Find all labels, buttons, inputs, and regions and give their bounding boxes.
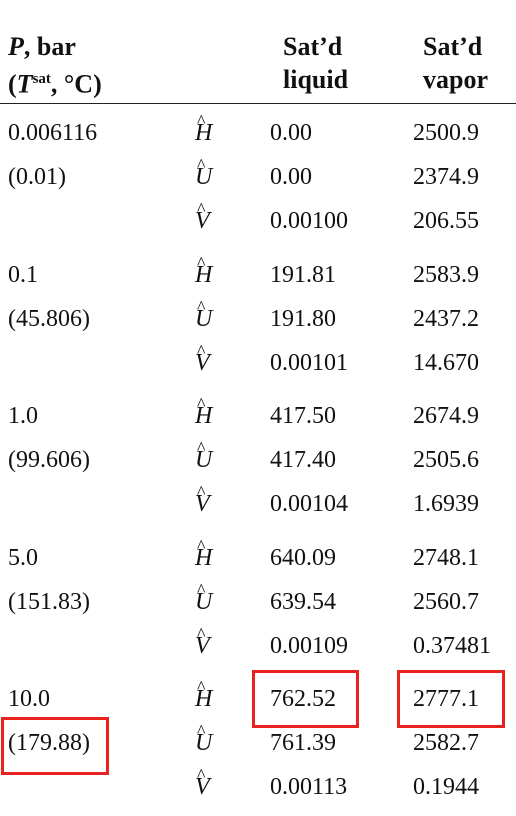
liquid-value: 417.40: [270, 447, 336, 473]
liquid-value: 762.52: [270, 686, 336, 712]
liquid-value: 639.54: [270, 588, 336, 615]
hat-accent: ^: [197, 535, 206, 556]
symbol-letter: H: [195, 120, 213, 146]
liquid-value: 0.00104: [270, 491, 348, 517]
symbol-letter: V: [195, 632, 210, 659]
header-sat-vapor: Sat’d vapor: [423, 32, 488, 94]
vapor-value: 2583.9: [413, 261, 479, 288]
vapor-value: 2560.7: [413, 588, 479, 615]
symbol-letter: H: [195, 261, 213, 288]
symbol-letter: H: [195, 403, 213, 429]
property-symbol-v: ^ V: [195, 199, 210, 236]
property-symbol-u: ^ U: [195, 580, 213, 617]
symbol-letter: V: [195, 208, 210, 234]
property-symbol-u: ^ U: [195, 155, 213, 192]
property-symbol-v: ^ V: [195, 341, 210, 378]
liquid-value: 0.00: [270, 164, 312, 190]
property-symbol-v: ^ V: [195, 482, 210, 519]
symbol-letter: U: [195, 164, 213, 190]
property-symbol-v: ^ V: [195, 624, 210, 661]
hat-accent: ^: [197, 765, 206, 785]
highlight-box-liquid-h: [252, 670, 359, 728]
vapor-value: 2437.2: [413, 305, 479, 332]
header-pressure-line1: P, bar: [8, 32, 76, 61]
header-pressure: P, bar (Tsat, °C): [8, 30, 102, 101]
symbol-letter: U: [195, 730, 213, 756]
vapor-value: 14.670: [413, 349, 479, 376]
tsat-cell: (99.606): [8, 447, 90, 473]
vapor-value: 2582.7: [413, 730, 479, 756]
property-symbol-h: ^ H: [195, 536, 213, 573]
vapor-value: 0.37481: [413, 632, 491, 659]
vapor-value: 2505.6: [413, 447, 479, 473]
liquid-value: 417.50: [270, 403, 336, 429]
property-symbol-h: ^ H: [195, 394, 213, 431]
vapor-value: 2674.9: [413, 403, 479, 429]
vapor-value: 1.6939: [413, 491, 479, 517]
hat-accent: ^: [197, 677, 206, 697]
hat-accent: ^: [197, 394, 206, 414]
hat-accent: ^: [197, 199, 206, 219]
vapor-value: 0.1944: [413, 774, 479, 800]
header-pressure-line2: (Tsat, °C): [8, 69, 102, 99]
property-symbol-h: ^ H: [195, 677, 213, 714]
hat-accent: ^: [197, 340, 206, 361]
vapor-value: 2777.1: [413, 686, 479, 712]
pressure-cell: 5.0: [8, 544, 38, 571]
liquid-value: 761.39: [270, 730, 336, 756]
hat-accent: ^: [197, 623, 206, 644]
pressure-cell: 0.1: [8, 261, 38, 288]
symbol-letter: V: [195, 774, 210, 800]
hat-accent: ^: [197, 296, 206, 317]
property-symbol-v: ^ V: [195, 765, 210, 802]
liquid-value: 191.81: [270, 261, 336, 288]
header-sat-liquid: Sat’d liquid: [283, 32, 349, 94]
liquid-value: 640.09: [270, 544, 336, 571]
liquid-value: 0.00113: [270, 774, 348, 800]
hat-accent: ^: [197, 252, 206, 273]
hat-accent: ^: [197, 438, 206, 458]
header-rule: [0, 103, 516, 104]
pressure-cell: 0.006116: [8, 120, 98, 146]
vapor-value: 2748.1: [413, 544, 479, 571]
symbol-letter: U: [195, 588, 213, 615]
tsat-cell: (179.88): [8, 730, 90, 756]
vapor-value: 2374.9: [413, 164, 479, 190]
liquid-value: 0.00101: [270, 349, 348, 376]
hat-accent: ^: [197, 579, 206, 600]
property-symbol-h: ^ H: [195, 111, 213, 148]
symbol-letter: H: [195, 544, 213, 571]
hat-accent: ^: [197, 155, 206, 175]
symbol-letter: U: [195, 305, 213, 332]
tsat-cell: (45.806): [8, 305, 90, 332]
vapor-value: 206.55: [413, 208, 479, 234]
hat-accent: ^: [197, 721, 206, 741]
property-symbol-u: ^ U: [195, 438, 213, 475]
hat-accent: ^: [197, 111, 206, 131]
tsat-cell: (0.01): [8, 164, 66, 190]
symbol-letter: V: [195, 491, 210, 517]
pressure-cell: 1.0: [8, 403, 38, 429]
symbol-letter: U: [195, 447, 213, 473]
liquid-value: 0.00100: [270, 208, 348, 234]
property-symbol-h: ^ H: [195, 253, 213, 290]
symbol-letter: H: [195, 686, 213, 712]
property-symbol-u: ^ U: [195, 297, 213, 334]
tsat-cell: (151.83): [8, 588, 90, 615]
liquid-value: 0.00109: [270, 632, 348, 659]
pressure-cell: 10.0: [8, 686, 50, 712]
highlight-box-vapor-h: [397, 670, 505, 728]
highlight-box-tsat: [1, 717, 109, 775]
liquid-value: 191.80: [270, 305, 336, 332]
liquid-value: 0.00: [270, 120, 312, 146]
hat-accent: ^: [197, 482, 206, 502]
symbol-letter: V: [195, 349, 210, 376]
vapor-value: 2500.9: [413, 120, 479, 146]
property-symbol-u: ^ U: [195, 721, 213, 758]
